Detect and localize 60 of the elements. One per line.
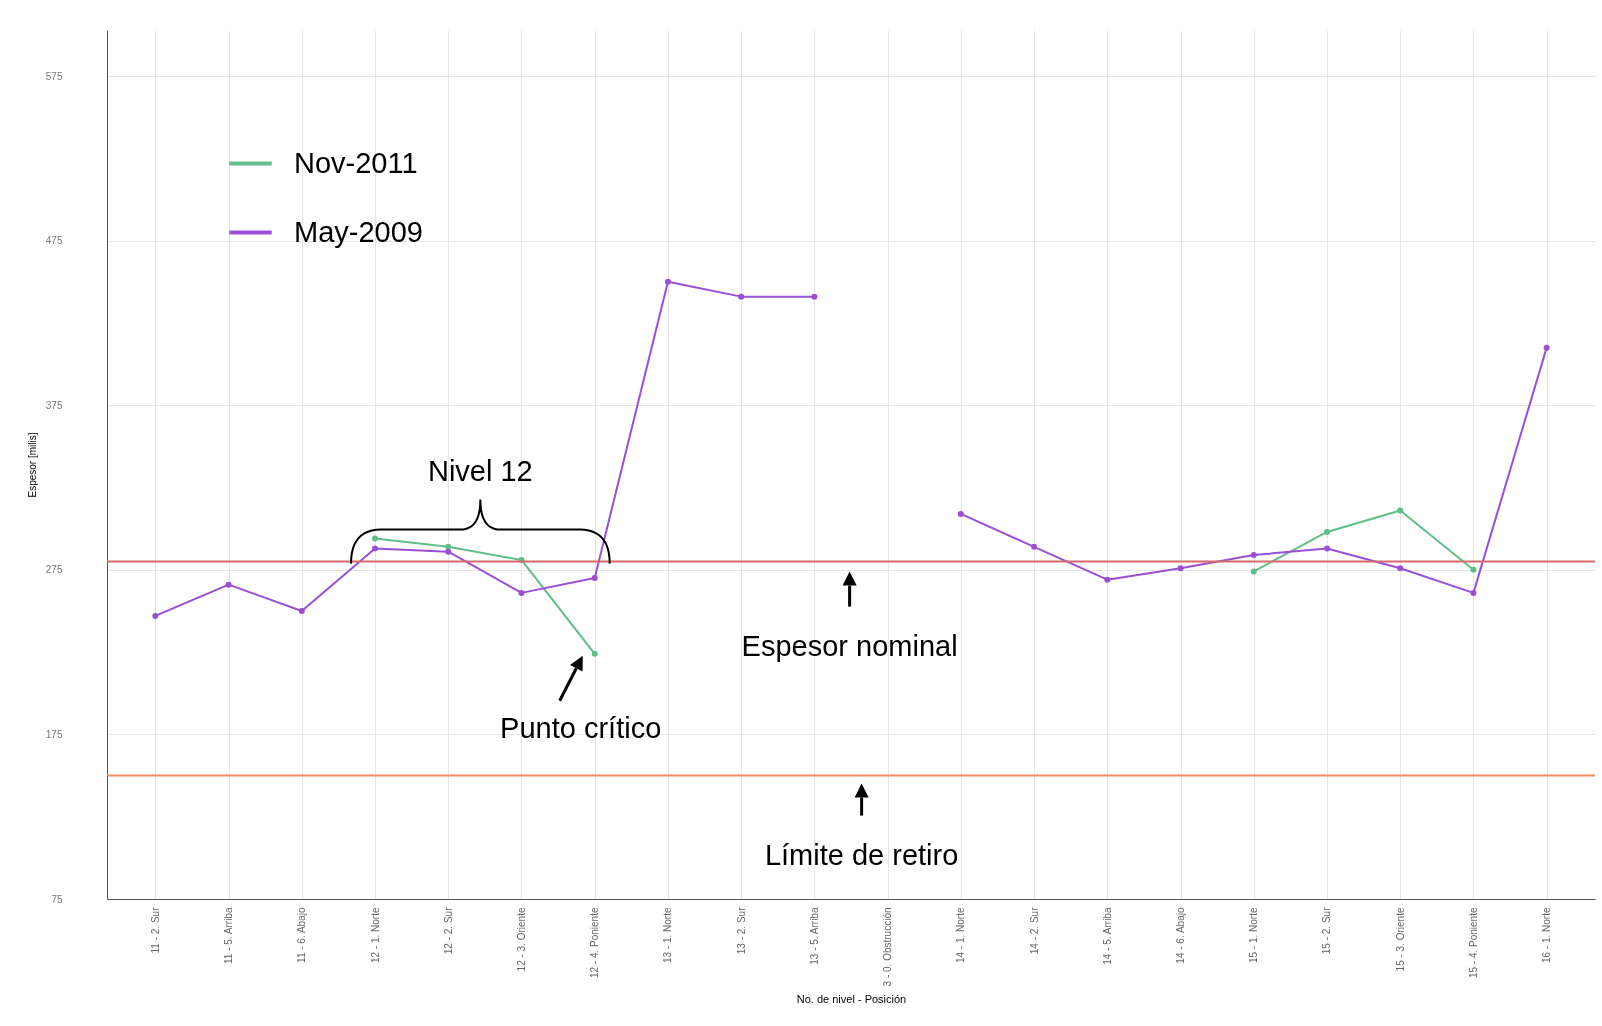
x-tick-label: 13 - 2. Sur xyxy=(735,906,747,955)
x-tick-label: 14 - 5. Arriba xyxy=(1101,907,1113,965)
y-tick-label: 375 xyxy=(45,399,63,411)
x-tick-label: 11 - 6. Abajo xyxy=(296,907,308,963)
annotation: Punto crítico xyxy=(500,711,662,744)
x-tick-label: 15 - 3. Oriente xyxy=(1394,907,1406,972)
y-axis-title: Espesor [milis] xyxy=(26,432,38,498)
x-tick-label: 3 - 0. Obstrucción xyxy=(882,907,894,987)
x-tick-label: 15 - 1. Norte xyxy=(1248,907,1260,964)
point xyxy=(1470,566,1477,573)
x-tick-label: 13 - 5. Arriba xyxy=(808,907,820,965)
x-tick-label: 14 - 1. Norte xyxy=(955,907,967,964)
x-tick-label: 14 - 6. Abajo xyxy=(1175,907,1187,964)
point xyxy=(1323,545,1330,552)
x-tick-label: 15 - 4. Poniente xyxy=(1467,907,1479,979)
point xyxy=(1397,565,1404,572)
point xyxy=(591,650,598,657)
x-tick-label: 12 - 2. Sur xyxy=(442,906,454,955)
point xyxy=(1250,568,1257,575)
x-axis-title: No. de nivel - Posición xyxy=(796,993,907,1006)
x-tick-label: 11 - 2. Sur xyxy=(149,906,161,954)
y-tick-label: 475 xyxy=(45,235,63,247)
x-tick-label: 15 - 2. Sur xyxy=(1321,906,1333,955)
point xyxy=(1250,552,1257,559)
point xyxy=(1031,543,1038,550)
x-tick-label: 12 - 1. Norte xyxy=(369,907,381,964)
point xyxy=(152,612,159,619)
x-tick-label: 11 - 5. Arriba xyxy=(223,907,235,965)
point xyxy=(1104,576,1111,583)
legend-label: Nov-2011 xyxy=(294,146,418,179)
point xyxy=(298,607,305,614)
y-tick-label: 75 xyxy=(51,893,63,905)
y-tick-label: 175 xyxy=(45,728,63,740)
point xyxy=(518,589,525,596)
ref-line-label: Límite de retiro xyxy=(764,838,959,871)
point xyxy=(372,535,379,542)
point xyxy=(1323,528,1330,535)
point xyxy=(738,293,745,300)
x-tick-label: 14 - 2. Sur xyxy=(1028,906,1040,955)
point xyxy=(445,543,452,550)
point xyxy=(957,510,964,517)
point xyxy=(1543,344,1550,351)
point xyxy=(445,548,452,555)
point xyxy=(1397,507,1404,514)
x-tick-label: 12 - 3. Oriente xyxy=(515,907,527,972)
y-tick-label: 575 xyxy=(45,70,63,82)
x-tick-label: 13 - 1. Norte xyxy=(662,907,674,964)
point xyxy=(225,581,232,588)
x-tick-label: 16 - 1. Norte xyxy=(1541,907,1553,964)
point xyxy=(1470,589,1477,596)
point xyxy=(1177,565,1184,572)
annotation: Nivel 12 xyxy=(427,454,533,487)
legend-label: May-2009 xyxy=(294,215,423,248)
point xyxy=(591,575,598,582)
point xyxy=(664,278,671,285)
point xyxy=(372,545,379,552)
point xyxy=(811,293,818,300)
ref-line-label: Espesor nominal xyxy=(741,629,958,662)
x-tick-label: 12 - 4. Poniente xyxy=(589,907,601,979)
y-tick-label: 275 xyxy=(45,564,63,576)
